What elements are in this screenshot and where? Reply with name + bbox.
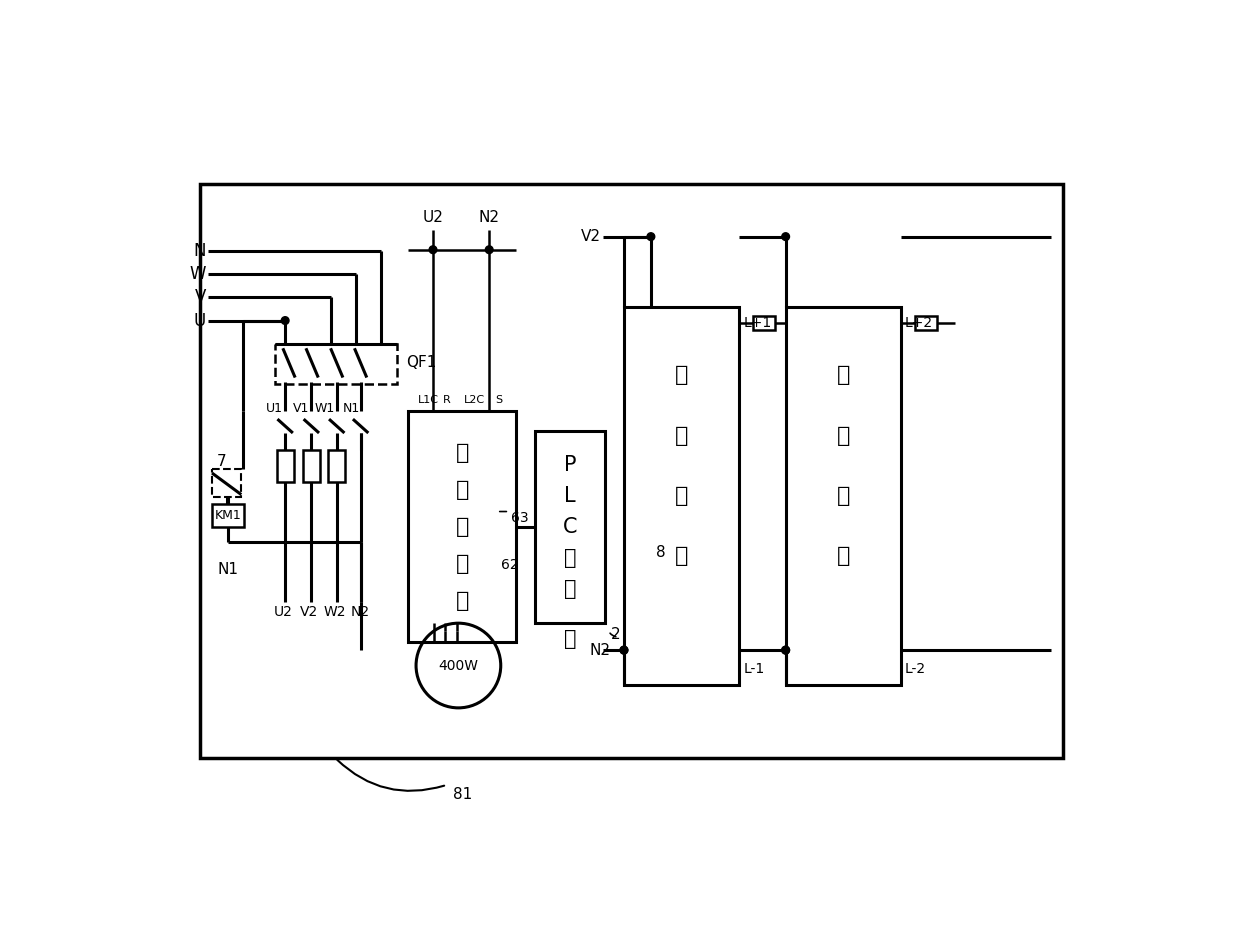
- Text: L-2: L-2: [905, 662, 926, 676]
- Text: 器: 器: [564, 629, 577, 648]
- Text: 服: 服: [455, 480, 469, 500]
- Text: N2: N2: [479, 210, 500, 225]
- Bar: [277, 450, 294, 482]
- Text: V2: V2: [300, 605, 319, 619]
- Text: 伺: 伺: [455, 443, 469, 463]
- Text: W2: W2: [324, 605, 346, 619]
- Circle shape: [281, 317, 289, 324]
- Text: L+1: L+1: [743, 316, 771, 330]
- Bar: [212, 469, 242, 497]
- Text: N1: N1: [342, 402, 360, 415]
- Text: 电: 电: [675, 486, 688, 507]
- Circle shape: [620, 646, 627, 654]
- Text: V: V: [195, 289, 206, 307]
- Text: 62: 62: [501, 558, 518, 572]
- Text: U: U: [193, 311, 206, 330]
- Text: N1: N1: [218, 562, 238, 577]
- Text: U2: U2: [274, 605, 293, 619]
- Circle shape: [781, 232, 790, 241]
- Text: 控: 控: [564, 547, 577, 568]
- Text: L+2: L+2: [905, 316, 934, 330]
- Text: 源: 源: [837, 546, 851, 567]
- Bar: [624, 307, 739, 684]
- Bar: [754, 316, 775, 330]
- Circle shape: [429, 246, 436, 254]
- Text: 7: 7: [217, 454, 226, 469]
- Text: 8: 8: [656, 544, 666, 560]
- Text: R: R: [443, 395, 450, 406]
- Text: 器: 器: [455, 591, 469, 611]
- Text: 63: 63: [511, 510, 528, 525]
- Text: L: L: [564, 486, 575, 507]
- Text: V1: V1: [293, 402, 309, 415]
- Bar: [536, 431, 605, 623]
- Circle shape: [485, 246, 494, 254]
- Bar: [212, 504, 244, 527]
- Bar: [275, 344, 397, 383]
- Circle shape: [781, 646, 790, 654]
- Text: KM1: KM1: [215, 509, 242, 522]
- Text: 制: 制: [564, 579, 577, 598]
- Text: 开: 开: [837, 366, 851, 385]
- Text: 动: 动: [455, 554, 469, 574]
- Text: 关: 关: [837, 426, 851, 445]
- Text: S: S: [496, 395, 502, 406]
- Bar: [329, 450, 345, 482]
- Text: N: N: [193, 243, 206, 260]
- Text: 源: 源: [675, 546, 688, 567]
- Circle shape: [620, 646, 627, 654]
- Text: U1: U1: [265, 402, 283, 415]
- Text: P: P: [564, 456, 577, 475]
- Bar: [915, 316, 936, 330]
- Bar: [408, 411, 516, 643]
- Text: L1C: L1C: [418, 395, 439, 406]
- Text: W1: W1: [314, 402, 335, 415]
- Circle shape: [781, 646, 790, 654]
- Bar: [786, 307, 901, 684]
- Bar: [201, 184, 1063, 757]
- Text: QF1: QF1: [405, 356, 436, 370]
- Text: L2C: L2C: [464, 395, 485, 406]
- Text: 2: 2: [611, 627, 620, 643]
- Text: 驱: 驱: [455, 517, 469, 537]
- Circle shape: [647, 232, 655, 241]
- Text: W: W: [190, 266, 206, 283]
- Text: 电: 电: [837, 486, 851, 507]
- Text: C: C: [563, 517, 578, 537]
- Bar: [303, 450, 320, 482]
- Text: N2: N2: [589, 643, 610, 657]
- Text: V2: V2: [580, 229, 601, 244]
- Text: 81: 81: [453, 787, 472, 803]
- Text: L-1: L-1: [743, 662, 765, 676]
- Text: N2: N2: [351, 605, 371, 619]
- Text: 400W: 400W: [439, 658, 479, 672]
- Text: 关: 关: [675, 426, 688, 445]
- Text: U2: U2: [423, 210, 444, 225]
- Text: 开: 开: [675, 366, 688, 385]
